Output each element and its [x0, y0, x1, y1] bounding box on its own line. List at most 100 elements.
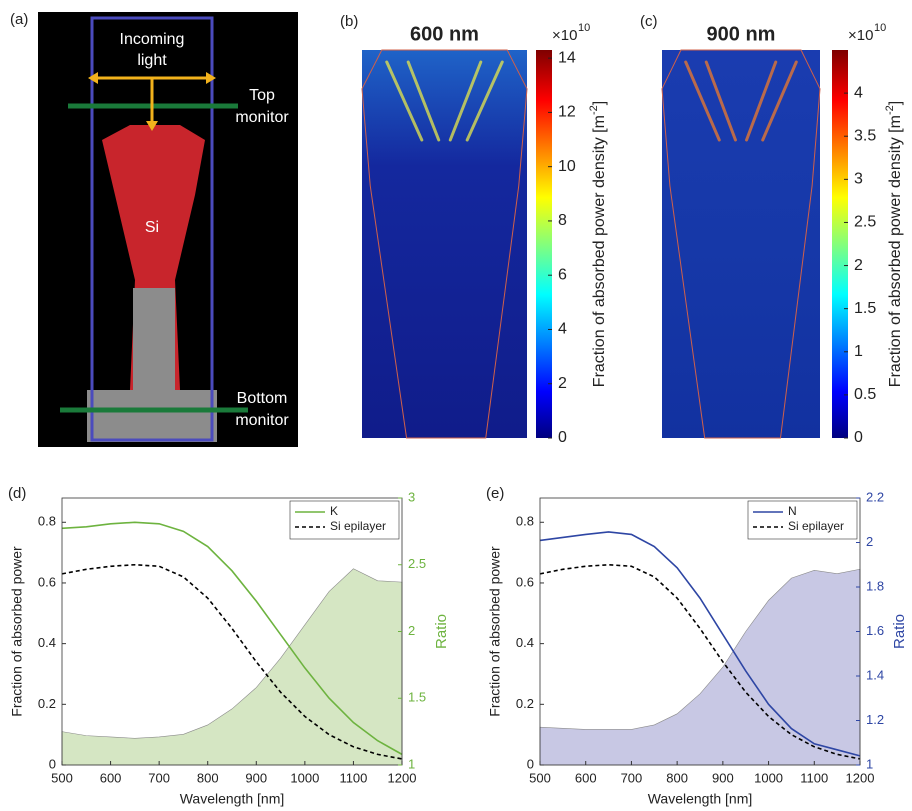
- structure-outline: [661, 49, 821, 439]
- colorbar-tick-label: 6: [558, 266, 567, 283]
- y-tick-label: 0.4: [38, 635, 56, 650]
- x-tick-label: 700: [148, 770, 170, 785]
- field-pattern: [385, 60, 504, 142]
- hotspot-streak: [406, 60, 441, 142]
- schematic: (a) Incoming light Top monitor Si Bottom…: [10, 11, 298, 447]
- x-tick-label: 900: [245, 770, 267, 785]
- stem: [133, 288, 175, 390]
- y2-tick-label: 1.6: [866, 623, 884, 638]
- x-tick-label: 500: [51, 770, 73, 785]
- colorbar-tick-label: 8: [558, 212, 567, 229]
- x-tick-label: 800: [197, 770, 219, 785]
- x-tick-label: 1000: [290, 770, 319, 785]
- map-background: [362, 50, 527, 438]
- structure-outline: [361, 49, 528, 439]
- colorbar-tick-label: 0: [558, 429, 567, 446]
- x-tick-label: 1200: [388, 770, 417, 785]
- line: [539, 531, 861, 757]
- y-axis-label: Fraction of absorbed power: [487, 546, 503, 717]
- label: Si: [145, 219, 159, 236]
- colorbar-tick-label: 2: [854, 257, 863, 274]
- colorbar-tick-label: 3.5: [854, 127, 876, 144]
- substrate: [87, 390, 217, 442]
- x-axis-label: Wavelength [nm]: [180, 791, 285, 807]
- hotspot-streak: [465, 60, 504, 142]
- y2-tick-label: 1: [866, 756, 873, 771]
- colorbar-tick-label: 0: [854, 429, 863, 446]
- colorbar-multiplier: ×10: [848, 27, 873, 44]
- label-superscript: -2: [588, 105, 600, 115]
- y2-tick-label: 2: [866, 534, 873, 549]
- y2-tick-label: 2.5: [408, 556, 426, 571]
- hotspot-streak: [761, 60, 798, 142]
- colorbar-tick-label: 4: [854, 84, 863, 101]
- chart-title: 900 nm: [707, 23, 776, 45]
- x-tick-label: 500: [529, 770, 551, 785]
- colorbar-tick-label: 1: [854, 343, 863, 360]
- field-pattern: [684, 60, 798, 142]
- colorbar: [536, 50, 552, 438]
- colorbar-tick-label: 14: [558, 49, 576, 66]
- panel-label: (a): [10, 11, 28, 28]
- x-tick-label: 1100: [800, 770, 828, 785]
- y-tick-label: 0.6: [38, 574, 56, 589]
- colorbar-tick-label: 12: [558, 104, 576, 121]
- y2-axis-label: Ratio: [433, 614, 450, 649]
- light-arrows: [88, 72, 216, 131]
- chart-title: 600 nm: [410, 23, 479, 45]
- y2-tick-label: 1: [408, 756, 415, 771]
- hotspot-streak: [385, 60, 424, 142]
- colorbar-tick-label: 1.5: [854, 300, 876, 317]
- label: monitor: [235, 109, 289, 126]
- panel-label: (e): [486, 485, 504, 502]
- panel-label: (c): [640, 13, 658, 30]
- label: Incoming: [120, 31, 185, 48]
- label-text: ]: [591, 101, 608, 105]
- legend-box: [747, 500, 858, 540]
- line: [539, 563, 861, 760]
- y-tick-label: 0.2: [38, 696, 56, 711]
- x-tick-label: 1200: [846, 770, 875, 785]
- x-tick-label: 900: [712, 770, 734, 785]
- colorbar-exponent: 10: [578, 22, 590, 34]
- label: monitor: [235, 412, 289, 429]
- line: [61, 563, 403, 760]
- map-background: [662, 50, 820, 438]
- colorbar-label: Fraction of absorbed power density [m-2]: [588, 101, 608, 387]
- y2-tick-label: 2.2: [866, 489, 884, 504]
- label-text: Fraction of absorbed power density [m: [591, 115, 608, 387]
- y2-tick-label: 2: [408, 623, 415, 638]
- x-tick-label: 700: [621, 770, 643, 785]
- legend-label: Si epilayer: [330, 519, 386, 533]
- y-axis-label: Fraction of absorbed power: [9, 546, 25, 717]
- colorbar: [832, 50, 848, 438]
- label-text: ]: [887, 101, 904, 105]
- label: Top: [249, 87, 275, 104]
- panel-label: (b): [340, 13, 358, 30]
- hotspot-streak: [684, 60, 721, 142]
- label: light: [137, 52, 167, 69]
- colorbar-tick-label: 2: [558, 375, 567, 392]
- y2-tick-label: 1.2: [866, 712, 884, 727]
- label-text: Fraction of absorbed power density [m: [887, 115, 904, 387]
- colorbar-tick-label: 10: [558, 158, 576, 175]
- legend-box: [289, 500, 400, 540]
- y-tick-label: 0.8: [38, 514, 56, 529]
- colorbar-label: Fraction of absorbed power density [m-2]: [884, 101, 904, 387]
- panel-label: (d): [8, 485, 26, 502]
- x-tick-label: 600: [575, 770, 597, 785]
- colorbar-tick-label: 0.5: [854, 386, 876, 403]
- colorbar-multiplier: ×10: [552, 27, 577, 44]
- y2-tick-label: 3: [408, 489, 415, 504]
- legend-label: N: [788, 504, 797, 518]
- y2-tick-label: 1.8: [866, 578, 884, 593]
- legend-label: K: [330, 504, 338, 518]
- label-superscript: -2: [884, 105, 896, 115]
- label: Bottom: [237, 390, 288, 407]
- hotspot-streak: [448, 60, 483, 142]
- colorbar-tick-label: 4: [558, 321, 567, 338]
- colorbar-tick-label: 2.5: [854, 214, 876, 231]
- si-structure: [102, 125, 205, 390]
- y-tick-label: 0.2: [516, 696, 534, 711]
